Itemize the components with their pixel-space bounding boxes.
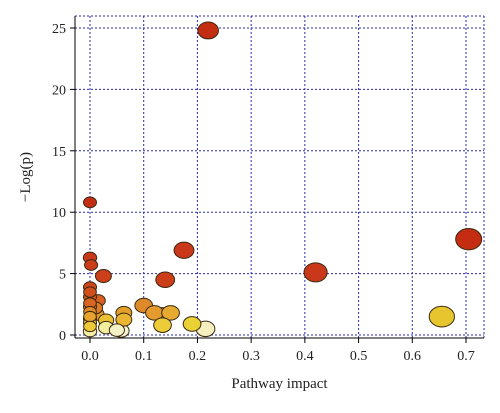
x-tick-label: 0.1 (135, 349, 153, 364)
pathway-bubble[interactable] (161, 305, 180, 321)
pathway-bubble[interactable] (82, 196, 98, 209)
x-tick-label: 0.6 (404, 349, 422, 364)
axis-layer: 0.0 0.1 0.2 0.3 0.4 0.5 0.6 0.7 0 5 10 15 20 25 (52, 16, 484, 364)
pathway-bubble[interactable] (84, 259, 99, 271)
x-tick-label: 0.7 (457, 349, 475, 364)
pathway-bubble[interactable] (182, 316, 202, 332)
pathway-bubble[interactable] (153, 317, 172, 333)
bubble-layer (82, 21, 483, 338)
y-axis-title: −Log(p) (18, 152, 34, 202)
pathway-bubble[interactable] (94, 269, 112, 284)
grid-layer (75, 15, 485, 338)
pathway-bubble[interactable] (108, 323, 125, 337)
pathway-bubble[interactable] (155, 271, 176, 288)
pathway-bubble[interactable] (428, 305, 455, 328)
x-tick-label: 0.3 (242, 349, 260, 364)
y-tick-label: 10 (52, 206, 66, 221)
y-tick-label: 25 (52, 22, 66, 37)
pathway-bubble[interactable] (83, 286, 97, 298)
y-tick-label: 0 (59, 329, 66, 344)
y-tick-label: 15 (52, 145, 66, 160)
pathway-bubble[interactable] (197, 21, 219, 40)
x-tick-label: 0.5 (350, 349, 368, 364)
pathway-bubble[interactable] (303, 262, 328, 283)
pathway-bubble[interactable] (173, 241, 195, 259)
x-tick-label: 0.2 (189, 349, 207, 364)
x-tick-label: 0.0 (81, 349, 99, 364)
x-axis-title: Pathway impact (231, 376, 328, 392)
x-tick-label: 0.4 (296, 349, 314, 364)
pathway-bubble[interactable] (115, 312, 133, 327)
y-tick-label: 20 (52, 83, 66, 98)
y-tick-label: 5 (59, 268, 66, 283)
pathway-bubble[interactable] (83, 310, 97, 323)
pathway-bubble[interactable] (455, 228, 483, 251)
pathway-bubble[interactable] (83, 320, 97, 333)
